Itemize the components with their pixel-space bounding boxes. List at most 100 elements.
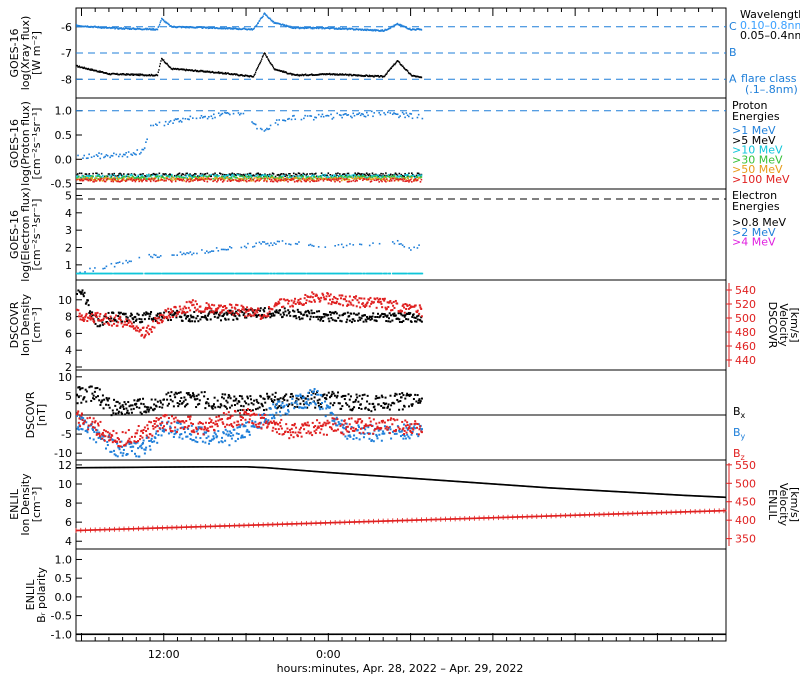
data-point [280, 70, 282, 72]
data-point [349, 408, 352, 411]
data-point [145, 175, 147, 178]
data-point [145, 436, 148, 439]
data-point [85, 177, 88, 179]
data-point [180, 178, 183, 180]
data-point [395, 393, 398, 396]
data-point [156, 74, 158, 76]
data-point [87, 304, 90, 307]
data-point [399, 23, 401, 26]
data-point [283, 179, 285, 182]
data-point [351, 407, 354, 410]
data-point [212, 403, 215, 406]
data-point [317, 272, 320, 275]
data-point [187, 252, 190, 255]
data-point [166, 175, 168, 177]
data-point [107, 27, 109, 29]
data-point [336, 179, 338, 182]
data-point [92, 320, 95, 323]
data-point [409, 28, 412, 31]
data-point [121, 320, 124, 323]
data-point [310, 393, 313, 396]
data-point [302, 407, 305, 410]
data-point [347, 28, 349, 30]
data-point [154, 254, 157, 257]
data-point [156, 28, 159, 31]
data-point [224, 27, 227, 30]
data-point [167, 22, 169, 25]
data-point [303, 403, 306, 406]
data-point [274, 175, 277, 178]
data-point [346, 175, 349, 178]
data-point [336, 177, 338, 179]
data-point [174, 396, 177, 399]
data-point [174, 391, 177, 394]
data-point [143, 452, 146, 455]
data-point [231, 312, 234, 315]
data-point [407, 405, 410, 408]
data-point [387, 272, 390, 275]
data-point [314, 26, 316, 29]
data-point [105, 396, 108, 399]
data-point [275, 407, 278, 410]
data-point [196, 428, 199, 431]
data-point [257, 66, 259, 69]
data-point [85, 312, 88, 315]
data-point [144, 448, 147, 451]
data-point [415, 75, 417, 78]
data-point [154, 437, 157, 440]
data-point [283, 173, 285, 176]
data-point [248, 179, 251, 182]
data-point [256, 172, 259, 175]
data-point [339, 422, 342, 425]
data-point [393, 24, 395, 27]
data-point [138, 445, 141, 448]
data-point [302, 74, 304, 76]
data-point [186, 69, 188, 71]
data-point [157, 71, 159, 74]
data-point [186, 26, 188, 29]
data-point [361, 314, 364, 317]
data-point [207, 251, 210, 254]
data-point [340, 114, 342, 117]
data-point [304, 180, 307, 183]
data-point [273, 272, 276, 275]
data-point [138, 330, 141, 333]
data-point [342, 313, 345, 316]
data-point [394, 299, 397, 302]
data-point [335, 176, 337, 178]
data-point [172, 122, 174, 125]
data-point [305, 74, 307, 77]
data-point [240, 404, 243, 407]
data-point [90, 176, 92, 179]
data-point [281, 176, 284, 179]
data-point [324, 173, 327, 176]
data-point [180, 272, 183, 275]
data-point [287, 409, 290, 412]
data-point [348, 74, 350, 77]
data-point [310, 73, 312, 76]
data-point [105, 272, 108, 275]
data-point [142, 441, 145, 444]
data-point [252, 314, 255, 317]
data-point [192, 439, 195, 442]
data-point [272, 272, 275, 275]
data-point [160, 434, 163, 437]
data-point [305, 175, 308, 178]
data-point [307, 175, 309, 178]
data-point [331, 178, 333, 181]
data-point [232, 399, 235, 402]
data-point [253, 27, 255, 30]
data-point [110, 262, 113, 265]
data-point [182, 68, 184, 70]
data-point [363, 393, 366, 396]
data-point [362, 304, 365, 307]
data-point [349, 243, 351, 245]
data-point [153, 74, 155, 77]
data-point [136, 28, 138, 30]
data-point [95, 175, 97, 177]
data-point [161, 320, 164, 323]
data-point [178, 310, 181, 313]
data-point [79, 415, 82, 418]
data-point [91, 427, 94, 430]
data-point [76, 176, 79, 179]
